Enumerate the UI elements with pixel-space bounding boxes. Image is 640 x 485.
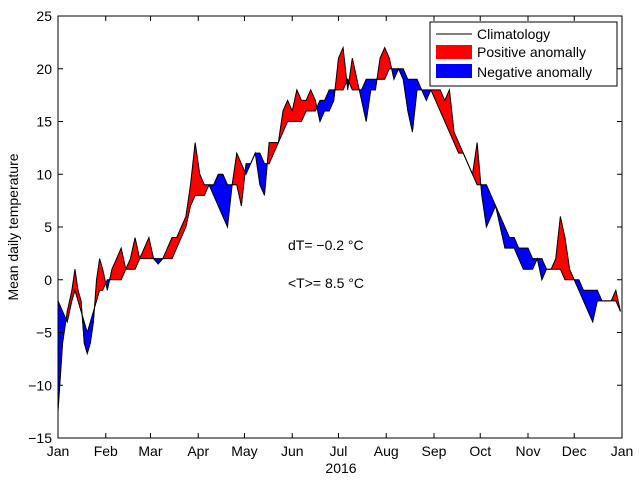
negative-anomaly-area	[370, 79, 376, 91]
climatology-line	[57, 68, 621, 335]
x-tick-label: Sep	[422, 443, 447, 459]
legend: Climatology Positive anomally Negative a…	[429, 21, 618, 87]
y-tick-label: −5	[36, 325, 52, 341]
x-tick-label: Jun	[281, 443, 304, 459]
y-tick-label: 5	[44, 219, 52, 235]
observed-line	[57, 45, 621, 412]
y-tick-label: −15	[28, 430, 52, 446]
y-tick-label: −10	[28, 377, 52, 393]
y-tick-label: 25	[36, 8, 52, 24]
legend-swatch-positive	[436, 45, 472, 59]
y-tick-label: 15	[36, 114, 52, 130]
x-tick-label: May	[231, 443, 257, 459]
x-tick-label: Nov	[516, 443, 541, 459]
x-tick-label: Jan	[47, 443, 70, 459]
x-tick-label: Mar	[138, 443, 162, 459]
annotation-mean-t: <T>= 8.5 °C	[288, 275, 364, 291]
legend-label-positive: Positive anomally	[477, 44, 586, 60]
negative-anomaly-area	[523, 247, 529, 270]
legend-label-climatology: Climatology	[477, 26, 550, 42]
x-tick-label: Dec	[562, 443, 587, 459]
x-axis-title: 2016	[325, 460, 356, 476]
y-tick-label: 10	[36, 166, 52, 182]
y-tick-label: 0	[44, 272, 52, 288]
annotation-dt: dT= −0.2 °C	[288, 237, 364, 253]
x-tick-label: Feb	[94, 443, 118, 459]
x-tick-label: Apr	[187, 443, 209, 459]
x-tick-label: Aug	[374, 443, 399, 459]
x-tick-label: Jan	[611, 443, 634, 459]
x-tick-label: Jul	[330, 443, 348, 459]
legend-label-negative: Negative anomally	[477, 64, 592, 80]
x-axis: Jan Feb Mar Apr May Jun Jul Aug Sep Oct Nov Dec Jan	[47, 16, 634, 459]
y-tick-label: 20	[36, 61, 52, 77]
y-axis: −15 −10 −5 0 5 10 15 20 25	[28, 8, 622, 446]
y-axis-title: Mean daily temperature	[5, 153, 21, 300]
series-lines	[57, 45, 621, 412]
legend-swatch-negative	[436, 64, 472, 78]
x-tick-label: Oct	[469, 443, 491, 459]
negative-anomaly-area	[509, 237, 515, 249]
